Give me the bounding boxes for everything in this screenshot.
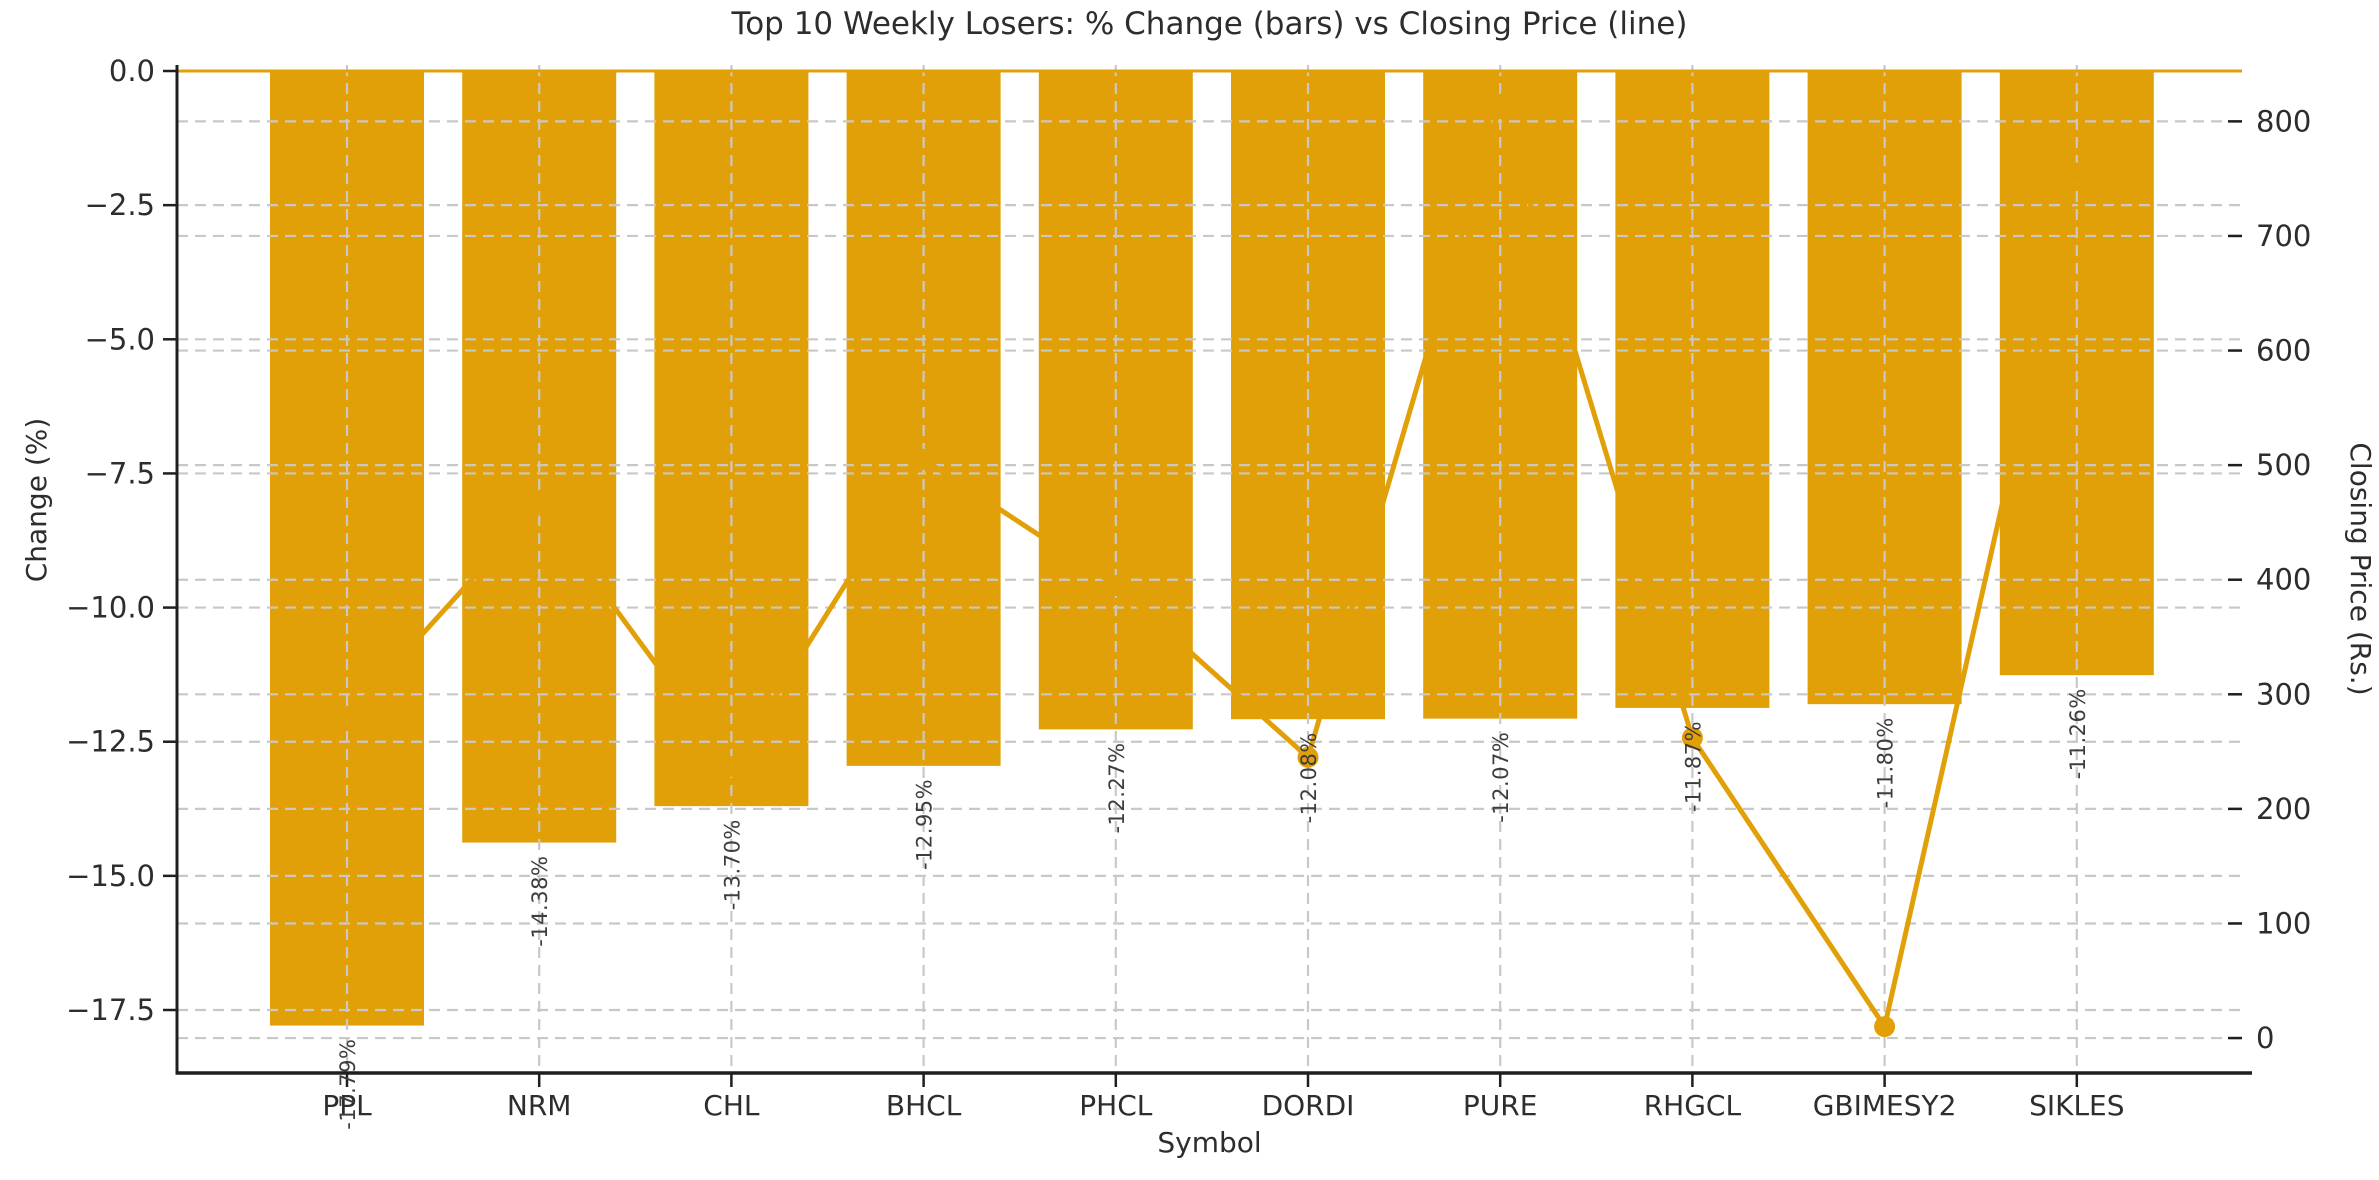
left-tick-label: −17.5 (66, 993, 155, 1027)
x-axis-label: Symbol (1157, 1126, 1262, 1159)
x-tick-label-CHL: CHL (703, 1089, 760, 1122)
bar-value-label-PHCL: -12.27% (1105, 742, 1129, 833)
x-tick-label-RHGCL: RHGCL (1644, 1089, 1742, 1122)
bar-value-label-PPL: -17.79% (336, 1039, 360, 1130)
x-tick-label-PPL: PPL (322, 1089, 372, 1122)
x-tick-label-NRM: NRM (507, 1089, 572, 1122)
marker-SIKLES (2066, 162, 2088, 184)
right-tick-label: 300 (2256, 677, 2311, 711)
x-tick-label-PHCL: PHCL (1079, 1089, 1152, 1122)
left-tick-label: −15.0 (66, 859, 155, 893)
y-axis-label-right: Closing Price (Rs.) (2344, 442, 2377, 696)
marker-PHCL (1105, 574, 1127, 596)
chart-title: Top 10 Weekly Losers: % Change (bars) vs… (731, 6, 1688, 42)
left-tick-label: 0.0 (109, 54, 155, 88)
marker-PURE (1489, 93, 1511, 115)
left-tick-label: −7.5 (85, 456, 155, 490)
bar-value-label-DORDI: -12.08% (1297, 732, 1321, 823)
right-tick-label: 100 (2256, 906, 2311, 940)
bar-NRM (462, 71, 617, 843)
marker-GBIMESY2 (1874, 1016, 1896, 1038)
bar-value-label-SIKLES: -11.26% (2066, 688, 2090, 779)
x-tick-label-DORDI: DORDI (1262, 1089, 1355, 1122)
left-tick-label: −2.5 (85, 188, 155, 222)
x-tick-label-GBIMESY2: GBIMESY2 (1813, 1089, 1957, 1122)
bar-value-label-NRM: -14.38% (528, 856, 552, 947)
x-tick-label-PURE: PURE (1463, 1089, 1538, 1122)
right-tick-label: 500 (2256, 448, 2311, 482)
right-tick-label: 200 (2256, 792, 2311, 826)
right-tick-label: 600 (2256, 334, 2311, 368)
bar-value-label-PURE: -12.07% (1489, 732, 1513, 823)
marker-BHCL (913, 448, 935, 470)
right-tick-label: 700 (2256, 219, 2311, 253)
marker-PPL (336, 706, 358, 728)
y-axis-label-left: Change (%) (20, 417, 53, 583)
left-tick-label: −5.0 (85, 322, 155, 356)
bar-value-label-GBIMESY2: -11.80% (1874, 717, 1898, 808)
marker-CHL (720, 755, 742, 777)
x-tick-label-BHCL: BHCL (886, 1089, 962, 1122)
bar-value-label-CHL: -13.70% (720, 819, 744, 910)
right-tick-label: 400 (2256, 563, 2311, 597)
bar-value-label-BHCL: -12.95% (913, 779, 937, 870)
marker-RHGCL (1681, 727, 1703, 749)
right-tick-label: 0 (2256, 1021, 2274, 1055)
price-line (345, 101, 2080, 1030)
marker-DORDI (1297, 746, 1319, 768)
bar-value-label-RHGCL: -11.87% (1681, 721, 1705, 812)
marker-NRM (528, 494, 550, 516)
x-tick-label-SIKLES: SIKLES (2029, 1089, 2124, 1122)
left-tick-label: −10.0 (66, 591, 155, 625)
right-tick-label: 800 (2256, 104, 2311, 138)
left-tick-label: −12.5 (66, 725, 155, 759)
